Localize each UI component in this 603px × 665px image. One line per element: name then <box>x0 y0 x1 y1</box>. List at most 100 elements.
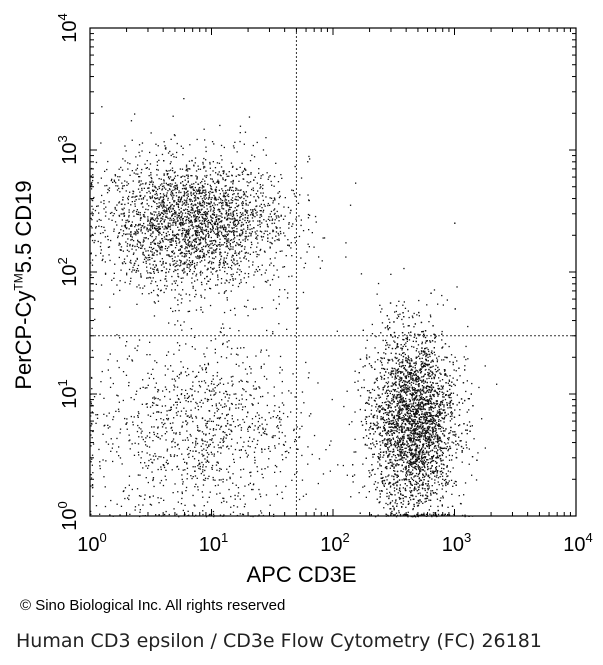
event-dot <box>415 463 418 465</box>
event-dot <box>118 201 121 203</box>
event-dot <box>441 505 443 507</box>
event-dot <box>162 202 164 204</box>
event-dot <box>189 220 191 223</box>
event-dot <box>180 191 182 194</box>
event-dot <box>192 227 194 230</box>
event-dot <box>387 462 389 464</box>
event-dot <box>167 208 170 210</box>
event-dot <box>394 446 397 448</box>
event-dot <box>199 222 201 224</box>
event-dot <box>198 211 200 213</box>
event-dot <box>178 216 180 218</box>
event-dot <box>428 454 430 456</box>
event-dot <box>175 224 177 226</box>
event-dot <box>269 264 271 266</box>
event-dot <box>165 228 167 230</box>
event-dot <box>176 185 178 187</box>
event-dot <box>163 185 165 187</box>
event-dot <box>224 229 227 231</box>
event-dot <box>248 221 250 223</box>
event-dot <box>241 162 243 164</box>
event-dot <box>169 241 171 243</box>
event-dot <box>391 463 393 465</box>
event-dot <box>188 241 190 244</box>
event-dot <box>252 220 254 222</box>
event-dot <box>419 492 421 494</box>
event-dot <box>205 235 207 237</box>
event-dot <box>439 437 441 440</box>
event-dot <box>287 244 289 246</box>
event-dot <box>90 252 92 254</box>
event-dot <box>429 355 431 358</box>
event-dot <box>271 219 273 221</box>
event-dot <box>181 246 183 248</box>
event-dot <box>118 242 120 244</box>
event-dot <box>446 375 448 377</box>
event-dot <box>164 226 166 228</box>
event-dot <box>219 238 221 240</box>
event-dot <box>423 515 425 517</box>
event-dot <box>368 396 370 398</box>
event-dot <box>161 258 163 260</box>
event-dot <box>401 318 403 321</box>
event-dot <box>226 297 228 299</box>
event-dot <box>212 180 214 182</box>
event-dot <box>220 282 223 284</box>
event-dot <box>198 216 200 219</box>
event-dot <box>392 483 394 486</box>
event-dot <box>404 431 406 434</box>
event-dot <box>223 194 225 196</box>
event-dot <box>391 376 393 378</box>
event-dot <box>202 229 204 231</box>
event-dot <box>265 196 267 198</box>
event-dot <box>166 247 169 249</box>
event-dot <box>148 187 150 189</box>
event-dot <box>291 255 293 257</box>
event-dot <box>128 195 130 198</box>
event-dot <box>372 415 375 417</box>
event-dot <box>445 443 447 445</box>
event-dot <box>160 212 163 214</box>
event-dot <box>226 215 228 217</box>
event-dot <box>212 191 214 193</box>
event-dot <box>155 154 158 156</box>
event-dot <box>110 179 112 182</box>
event-dot <box>437 457 440 459</box>
event-dot <box>245 222 247 224</box>
event-dot <box>243 197 245 200</box>
event-dot <box>214 199 216 201</box>
event-dot <box>430 441 433 444</box>
event-dot <box>199 189 201 191</box>
event-dot <box>144 237 147 239</box>
event-dot <box>451 441 453 443</box>
event-dot <box>275 226 277 228</box>
event-dot <box>177 220 179 222</box>
event-dot <box>185 188 187 190</box>
event-dot <box>415 465 417 468</box>
event-dot <box>196 225 198 228</box>
event-dot <box>427 348 429 351</box>
event-dot <box>435 433 437 435</box>
event-dot <box>214 243 216 246</box>
event-dot <box>149 163 152 165</box>
event-dot <box>241 173 244 175</box>
event-dot <box>132 253 135 255</box>
event-dot <box>187 180 189 182</box>
event-dot <box>239 233 241 235</box>
event-dot <box>195 231 197 233</box>
event-dot <box>169 222 171 224</box>
event-dot <box>186 259 188 261</box>
event-dot <box>211 273 214 275</box>
event-dot <box>300 177 303 179</box>
event-dot <box>393 490 396 492</box>
event-dot <box>255 268 257 271</box>
event-dot <box>123 225 126 227</box>
event-dot <box>178 229 180 231</box>
event-dot <box>200 192 203 194</box>
event-dot <box>219 174 221 176</box>
event-dot <box>157 269 159 271</box>
event-dot <box>292 189 294 192</box>
event-dot <box>221 220 223 222</box>
event-dot <box>252 209 254 211</box>
event-dot <box>425 500 427 502</box>
